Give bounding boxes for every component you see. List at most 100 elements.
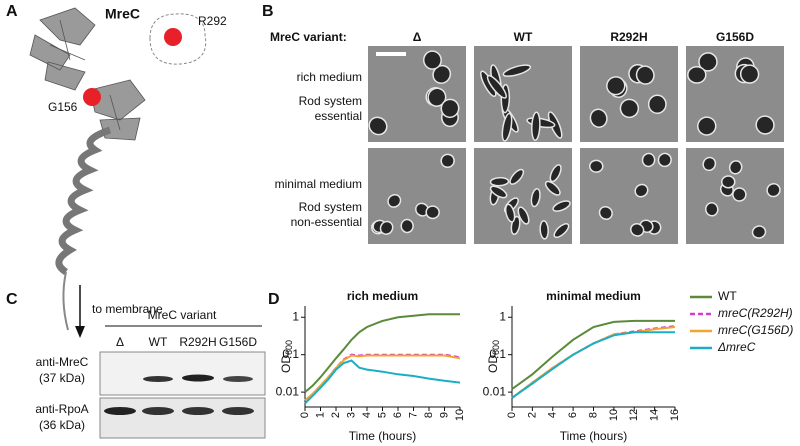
band	[182, 407, 214, 415]
x-axis-label: Time (hours)	[560, 429, 628, 443]
x-tick-label: 10	[608, 409, 620, 421]
x-tick-label: 8	[587, 412, 599, 418]
x-tick-label: 0	[299, 412, 311, 418]
cell	[589, 108, 608, 128]
x-tick-label: 5	[376, 412, 388, 418]
row-label: Rod system	[299, 200, 362, 214]
x-tick-label: 4	[547, 412, 559, 418]
lane-label: Δ	[116, 335, 124, 349]
x-tick-label: 16	[669, 409, 681, 421]
cell	[630, 223, 645, 237]
column-header: MreC variant:	[270, 30, 347, 44]
y-tick-label: 0.01	[276, 384, 300, 398]
cell	[489, 176, 510, 187]
y-axis-label-sub: 600	[284, 340, 294, 355]
cell	[422, 50, 442, 70]
column-label: Δ	[413, 30, 422, 44]
panel-letter: A	[6, 3, 18, 20]
x-tick-label: 12	[628, 409, 640, 421]
cell	[635, 65, 655, 85]
cell	[766, 182, 781, 198]
x-tick-label: 2	[330, 412, 342, 418]
chart-title: minimal medium	[546, 289, 641, 303]
cell	[368, 116, 388, 136]
panel-letter: B	[262, 3, 274, 20]
membrane-label: to membrane	[92, 302, 163, 316]
site-label: G156	[48, 100, 78, 114]
cell	[720, 175, 736, 189]
cell	[440, 153, 455, 169]
y-tick-label: 1	[292, 309, 299, 323]
cell	[705, 202, 719, 217]
cell	[549, 164, 562, 183]
y-axis-label: OD600	[486, 340, 501, 373]
y-tick-label: 0.1	[282, 347, 299, 361]
y-tick-label: 0.01	[483, 384, 507, 398]
y-tick-label: 1	[499, 309, 506, 323]
cell	[697, 116, 717, 136]
protein-structure	[29, 7, 146, 331]
band	[104, 407, 136, 415]
blot-label: anti-RpoA	[35, 402, 88, 416]
x-tick-label: 6	[392, 412, 404, 418]
cell	[544, 180, 561, 196]
r292-site	[164, 28, 182, 46]
cell	[504, 203, 516, 223]
site-label: R292	[198, 14, 227, 28]
cell	[755, 115, 775, 135]
micrograph	[580, 46, 678, 142]
blot-label: (37 kDa)	[39, 371, 85, 385]
band	[143, 376, 173, 382]
cell	[531, 111, 541, 141]
x-tick-label: 10	[454, 409, 466, 421]
cell	[657, 152, 672, 168]
cell	[598, 205, 613, 220]
band	[142, 407, 174, 415]
x-tick-label: 1	[314, 412, 326, 418]
x-tick-label: 6	[567, 412, 579, 418]
cell	[530, 188, 541, 208]
blot	[99, 351, 266, 396]
cell	[687, 65, 707, 84]
legend-label: mreC(R292H)	[718, 306, 793, 320]
y-tick-label: 0.1	[489, 347, 506, 361]
x-tick-label: 8	[423, 412, 435, 418]
lane-label: WT	[149, 335, 168, 349]
column-label: R292H	[610, 30, 647, 44]
row-label: non-essential	[291, 215, 362, 229]
cell	[728, 160, 743, 175]
legend-label: mreC(G156D)	[718, 323, 793, 337]
lane-label: G156D	[219, 335, 257, 349]
protein-name: MreC	[105, 6, 140, 22]
x-tick-label: 7	[407, 412, 419, 418]
y-axis-label-main: OD	[279, 355, 293, 373]
lane-label: R292H	[179, 335, 216, 349]
panel-letter: C	[6, 291, 18, 308]
cell	[400, 218, 414, 234]
band	[182, 374, 214, 382]
y-axis-label-sub: 600	[491, 340, 501, 355]
series-line	[304, 313, 460, 393]
flexible-region	[149, 13, 207, 65]
cell	[387, 193, 402, 208]
row-label: minimal medium	[275, 177, 362, 191]
cell	[647, 94, 667, 115]
x-axis-label: Time (hours)	[349, 429, 417, 443]
band	[222, 407, 254, 415]
cell	[552, 200, 571, 212]
x-tick-label: 9	[438, 412, 450, 418]
x-tick-label: 3	[345, 412, 357, 418]
series-line	[304, 354, 461, 402]
row-label: essential	[315, 109, 362, 123]
column-label: G156D	[716, 30, 754, 44]
x-tick-label: 14	[649, 409, 661, 421]
y-axis-label: OD600	[279, 340, 294, 373]
series-line	[511, 331, 675, 399]
g156-site	[83, 88, 101, 106]
column-label: WT	[514, 30, 533, 44]
cell	[489, 185, 508, 199]
row-label: rich medium	[297, 70, 362, 84]
panel-letter: D	[268, 291, 280, 308]
cell	[501, 112, 513, 142]
